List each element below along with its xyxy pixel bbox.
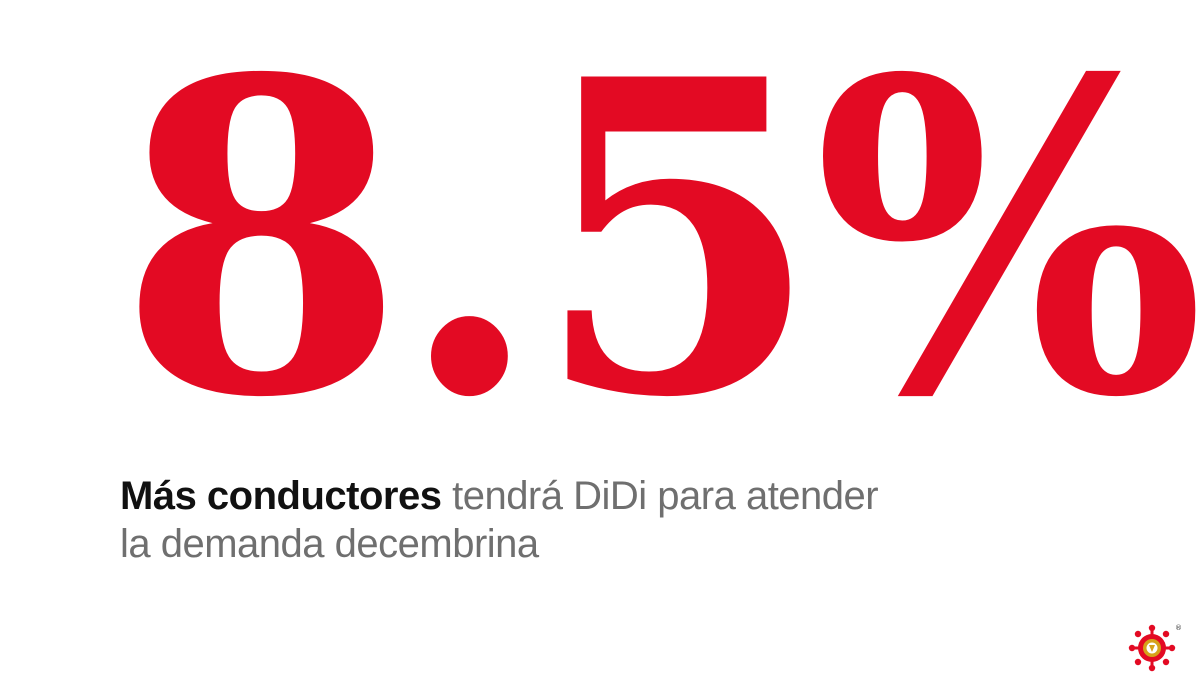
caption-bold: Más conductores xyxy=(120,474,442,518)
registered-mark: ® xyxy=(1175,624,1182,632)
publisher-logo-icon: ® xyxy=(1128,624,1182,672)
caption-rest: tendrá DiDi para atender xyxy=(441,474,879,518)
stat-caption: Más conductores tendrá DiDi para atender… xyxy=(120,472,1020,568)
caption-line-2: la demanda decembrina xyxy=(120,522,539,566)
stat-percentage: 8.5% xyxy=(118,0,1200,492)
